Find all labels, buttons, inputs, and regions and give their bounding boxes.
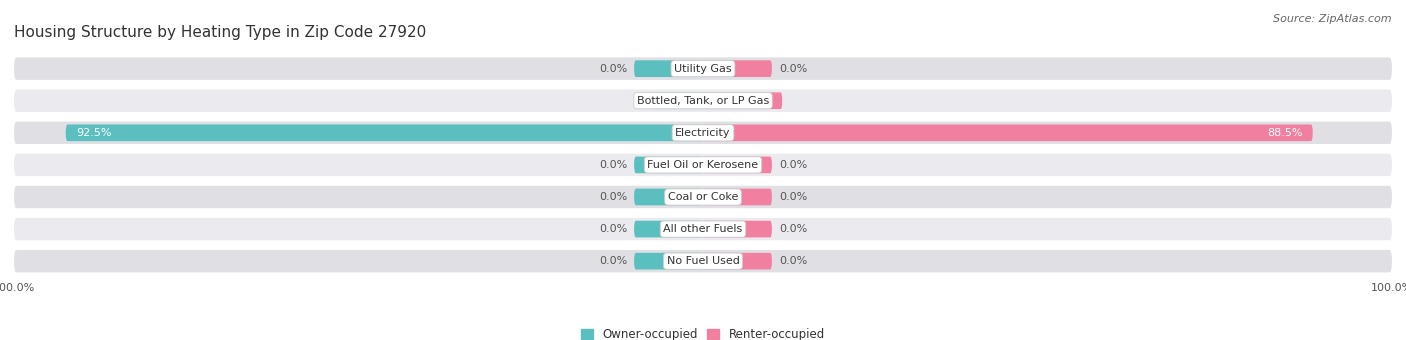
- FancyBboxPatch shape: [634, 221, 703, 237]
- FancyBboxPatch shape: [634, 189, 703, 205]
- Text: 0.0%: 0.0%: [779, 224, 807, 234]
- FancyBboxPatch shape: [14, 89, 1392, 112]
- Text: 0.0%: 0.0%: [779, 256, 807, 266]
- Text: Electricity: Electricity: [675, 128, 731, 138]
- Text: Coal or Coke: Coal or Coke: [668, 192, 738, 202]
- Text: Source: ZipAtlas.com: Source: ZipAtlas.com: [1274, 14, 1392, 23]
- FancyBboxPatch shape: [703, 60, 772, 77]
- FancyBboxPatch shape: [703, 253, 772, 270]
- Text: 0.0%: 0.0%: [779, 192, 807, 202]
- Text: 88.5%: 88.5%: [1267, 128, 1302, 138]
- Text: All other Fuels: All other Fuels: [664, 224, 742, 234]
- Legend: Owner-occupied, Renter-occupied: Owner-occupied, Renter-occupied: [581, 328, 825, 340]
- Text: 0.0%: 0.0%: [599, 224, 627, 234]
- Text: 0.0%: 0.0%: [599, 160, 627, 170]
- FancyBboxPatch shape: [703, 156, 772, 173]
- Text: Bottled, Tank, or LP Gas: Bottled, Tank, or LP Gas: [637, 96, 769, 106]
- Text: 0.0%: 0.0%: [779, 64, 807, 74]
- Text: Fuel Oil or Kerosene: Fuel Oil or Kerosene: [647, 160, 759, 170]
- Text: 0.0%: 0.0%: [599, 64, 627, 74]
- Text: Utility Gas: Utility Gas: [675, 64, 731, 74]
- FancyBboxPatch shape: [14, 154, 1392, 176]
- Text: 11.5%: 11.5%: [737, 96, 772, 106]
- Text: 0.0%: 0.0%: [599, 192, 627, 202]
- FancyBboxPatch shape: [14, 250, 1392, 272]
- FancyBboxPatch shape: [703, 189, 772, 205]
- FancyBboxPatch shape: [14, 57, 1392, 80]
- FancyBboxPatch shape: [14, 122, 1392, 144]
- Text: 0.0%: 0.0%: [599, 256, 627, 266]
- Text: 7.5%: 7.5%: [662, 96, 690, 106]
- Text: No Fuel Used: No Fuel Used: [666, 256, 740, 266]
- FancyBboxPatch shape: [703, 124, 1313, 141]
- Text: 92.5%: 92.5%: [76, 128, 111, 138]
- FancyBboxPatch shape: [634, 253, 703, 270]
- FancyBboxPatch shape: [14, 186, 1392, 208]
- FancyBboxPatch shape: [703, 221, 772, 237]
- FancyBboxPatch shape: [703, 92, 782, 109]
- FancyBboxPatch shape: [651, 92, 703, 109]
- FancyBboxPatch shape: [14, 218, 1392, 240]
- FancyBboxPatch shape: [634, 60, 703, 77]
- Text: 0.0%: 0.0%: [779, 160, 807, 170]
- Text: Housing Structure by Heating Type in Zip Code 27920: Housing Structure by Heating Type in Zip…: [14, 25, 426, 40]
- FancyBboxPatch shape: [66, 124, 703, 141]
- FancyBboxPatch shape: [634, 156, 703, 173]
